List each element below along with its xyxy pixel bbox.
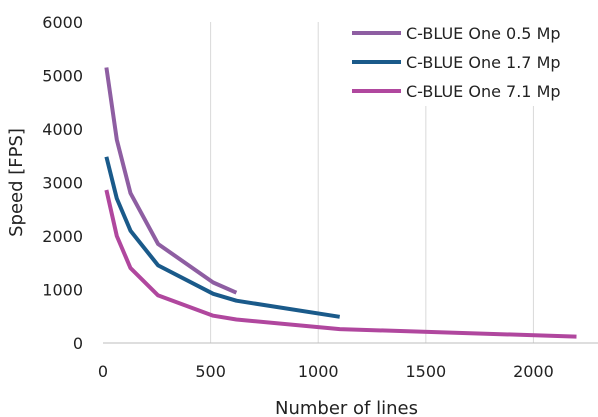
- series-lines: [104, 67, 577, 339]
- series-line-1: [104, 156, 341, 319]
- legend-label-1: C-BLUE One 1.7 Mp: [406, 53, 561, 72]
- x-tick-label-2: 1000: [298, 362, 339, 381]
- x-axis-label: Number of lines: [275, 398, 418, 417]
- legend: C-BLUE One 0.5 Mp C-BLUE One 1.7 Mp C-BLUE…: [352, 24, 561, 101]
- y-tick-label-4: 4000: [42, 120, 83, 139]
- y-axis-label: Speed [FPS]: [6, 128, 27, 237]
- y-tick-label-6: 6000: [42, 13, 83, 32]
- x-tick-label-3: 1500: [405, 362, 446, 381]
- y-tick-label-5: 5000: [42, 67, 83, 86]
- legend-label-0: C-BLUE One 0.5 Mp: [406, 24, 561, 43]
- series-line-0: [104, 67, 238, 295]
- legend-label-2: C-BLUE One 7.1 Mp: [406, 82, 561, 101]
- y-tick-label-0: 0: [73, 334, 83, 353]
- series-line-2: [104, 189, 577, 339]
- y-tick-label-3: 3000: [42, 174, 83, 193]
- y-tick-label-2: 2000: [42, 227, 83, 246]
- x-tick-labels: 0 500 1000 1500 2000: [98, 362, 554, 381]
- y-tick-labels: 0 1000 2000 3000 4000 5000 6000: [42, 13, 83, 353]
- x-tick-label-4: 2000: [513, 362, 554, 381]
- x-tick-label-1: 500: [195, 362, 226, 381]
- y-tick-label-1: 1000: [42, 281, 83, 300]
- x-tick-label-0: 0: [98, 362, 108, 381]
